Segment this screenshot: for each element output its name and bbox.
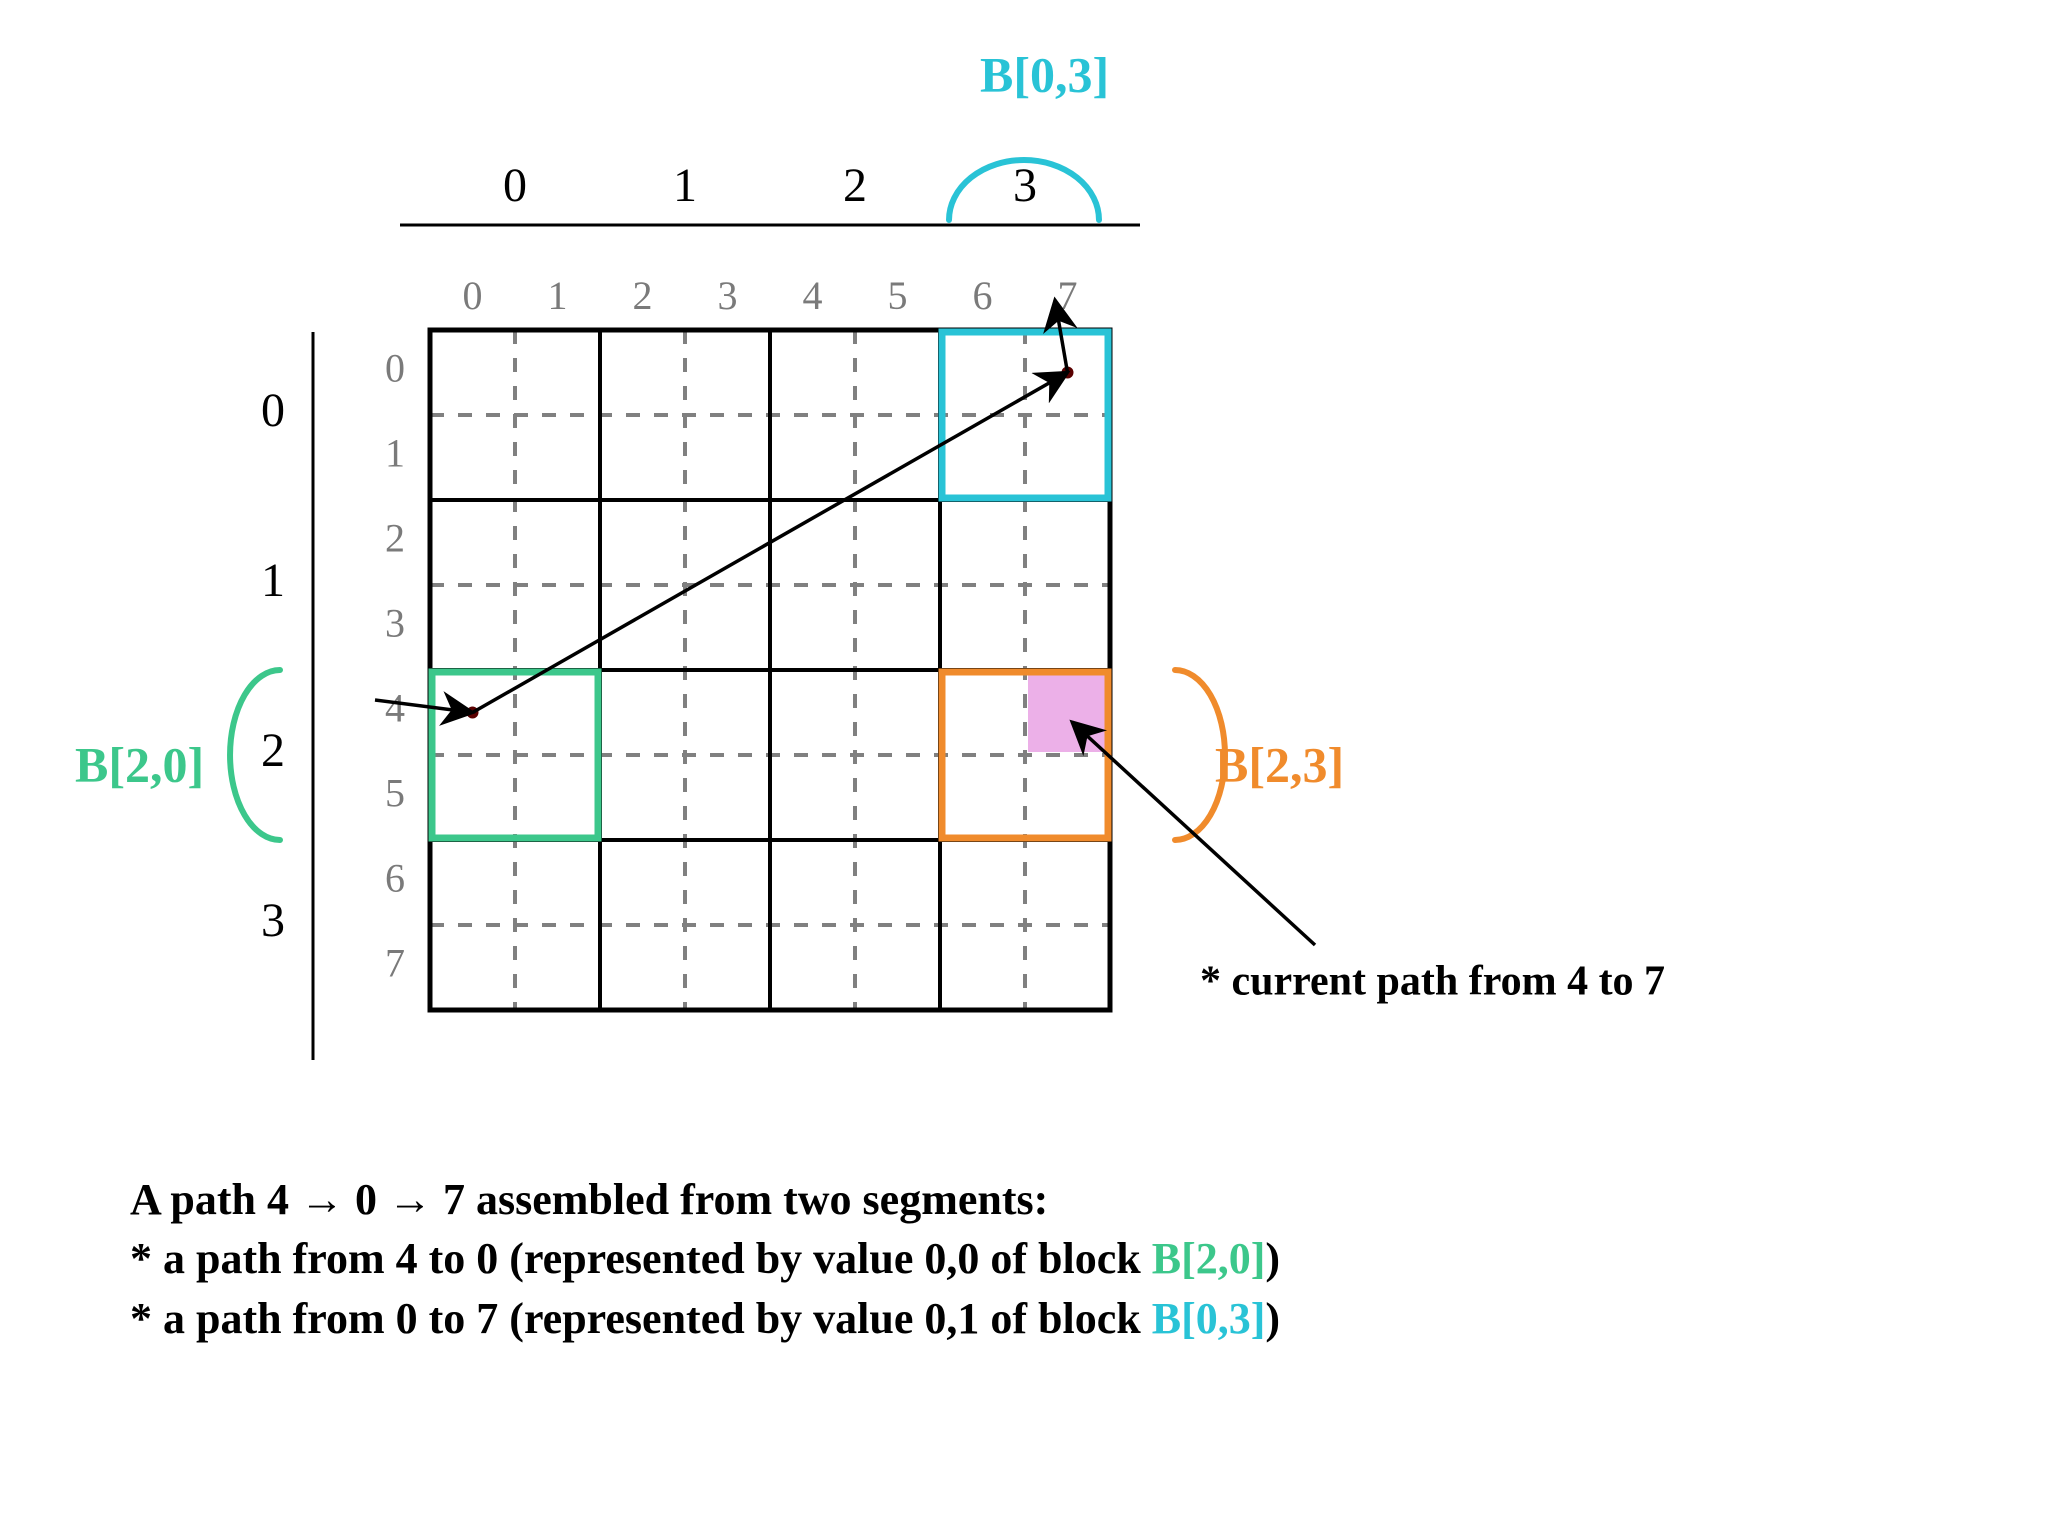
- diagram-stage: 0 1 2 3 0 1 2 3 4 5 6 7 0 1 2 3 0 1 2 3 4 5 6 7 B[0,3] B[2,0] B[2,…: [0, 0, 2048, 1525]
- inner-col-label: 5: [888, 273, 908, 318]
- inner-col-label: 6: [973, 273, 993, 318]
- caption-l1-arrow2: →: [388, 1175, 432, 1224]
- outer-col-label: 2: [843, 159, 867, 212]
- caption-l3-post: ): [1265, 1294, 1280, 1343]
- caption-l1-pre: A path 4: [130, 1175, 300, 1224]
- caption-l3-ref: B[0,3]: [1152, 1294, 1266, 1343]
- inner-row-label: 6: [385, 856, 405, 901]
- outer-row-label: 1: [261, 554, 285, 607]
- inner-col-label: 7: [1058, 273, 1078, 318]
- block-label-b20: B[2,0]: [75, 736, 204, 792]
- outer-col-label: 0: [503, 159, 527, 212]
- block-label-b03: B[0,3]: [980, 46, 1109, 102]
- inner-row-label: 3: [385, 601, 405, 646]
- caption-line-1: A path 4 → 0 → 7 assembled from two segm…: [130, 1170, 1280, 1229]
- inner-row-label: 4: [385, 686, 405, 731]
- inner-col-label: 3: [718, 273, 738, 318]
- caption-l3-pre: * a path from 0 to 7 (represented by val…: [130, 1294, 1152, 1343]
- caption-line-2: * a path from 4 to 0 (represented by val…: [130, 1229, 1280, 1288]
- caption-l2-ref: B[2,0]: [1152, 1234, 1266, 1283]
- inner-col-label: 1: [548, 273, 568, 318]
- outer-row-label: 2: [261, 724, 285, 777]
- inner-row-label: 7: [385, 941, 405, 986]
- outer-col-label: 3: [1013, 159, 1037, 212]
- caption-l2-pre: * a path from 4 to 0 (represented by val…: [130, 1234, 1152, 1283]
- outer-row-label: 0: [261, 384, 285, 437]
- caption-block: A path 4 → 0 → 7 assembled from two segm…: [130, 1170, 1280, 1348]
- inner-col-label: 4: [803, 273, 823, 318]
- current-path-note: * current path from 4 to 7: [1200, 959, 1665, 1005]
- inner-row-label: 1: [385, 431, 405, 476]
- outer-row-label: 3: [261, 894, 285, 947]
- caption-l1-arrow1: →: [300, 1175, 344, 1224]
- caption-l2-post: ): [1265, 1234, 1280, 1283]
- outer-col-label: 1: [673, 159, 697, 212]
- inner-col-label: 2: [633, 273, 653, 318]
- inner-row-label: 0: [385, 346, 405, 391]
- inner-row-label: 5: [385, 771, 405, 816]
- inner-row-label: 2: [385, 516, 405, 561]
- block-label-b23: B[2,3]: [1215, 736, 1344, 792]
- caption-line-3: * a path from 0 to 7 (represented by val…: [130, 1289, 1280, 1348]
- current-path-cell: [1028, 673, 1107, 752]
- caption-l1-mid1: 0: [344, 1175, 388, 1224]
- inner-col-label: 0: [463, 273, 483, 318]
- caption-l1-post: 7 assembled from two segments:: [432, 1175, 1048, 1224]
